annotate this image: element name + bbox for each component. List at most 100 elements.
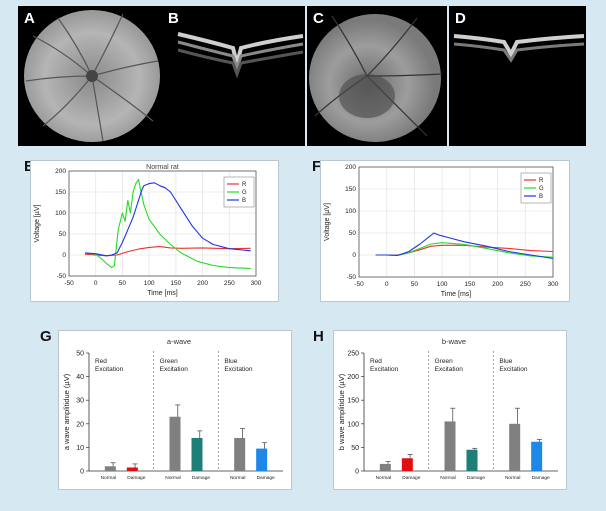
chart-g-group-label-2-line2: Excitation	[224, 366, 253, 373]
chart-h-group-label-2-line2: Excitation	[499, 366, 528, 373]
chart-g-ytick-label-5: 50	[76, 351, 84, 358]
chart-e-legend-label-b: B	[242, 198, 246, 204]
chart-g-container: a-wave 0 10 20 30 40 50 a wave amplitidue (µV) R…	[58, 330, 292, 490]
chart-e-ytick-label-0: -50	[57, 273, 67, 280]
chart-f-legend-label-r: R	[539, 178, 544, 184]
chart-h-bar-0-damage	[401, 458, 413, 471]
chart-g-cat-label-2-0: Normal	[230, 475, 245, 481]
chart-f-xtick-label-7: 300	[548, 281, 559, 288]
chart-g-group-label-1-line2: Excitation	[160, 366, 189, 373]
chart-g-cat-label-0-1: Damage	[127, 475, 145, 481]
chart-f-ylabel: Voltage [µV]	[324, 203, 331, 241]
chart-h-group-label-0-line1: Red	[370, 358, 382, 365]
chart-g-title: a-wave	[167, 337, 191, 346]
panel-label-d: D	[455, 10, 466, 27]
panel-label-c: C	[313, 10, 324, 27]
chart-e: -50 0 50 100 150 200 250 300 -50 0 50 100 150 200 Time…	[34, 164, 262, 297]
panel-label-g: G	[40, 328, 52, 345]
oct-image-b	[163, 6, 305, 146]
chart-h-title: b-wave	[442, 337, 466, 346]
chart-g-group-label-2-line1: Blue	[224, 358, 237, 365]
chart-e-legend-label-r: R	[242, 182, 247, 188]
chart-h-bar-2-normal	[509, 423, 521, 471]
chart-f-plot-frame	[358, 166, 554, 278]
chart-f-series-b-line	[375, 232, 554, 260]
chart-g-cat-label-2-1: Damage	[257, 475, 275, 481]
chart-h-bar-1-damage	[466, 449, 478, 471]
chart-e-xlabel: Time [ms]	[147, 290, 178, 297]
chart-e-xtick-label-0: -50	[64, 280, 74, 287]
panel-label-b: B	[168, 10, 179, 27]
chart-f-ytick-label-4: 150	[345, 186, 356, 193]
chart-e-xtick-label-3: 100	[144, 280, 155, 287]
chart-e-xtick-label-2: 50	[119, 280, 127, 287]
chart-e-xtick-label-5: 200	[197, 280, 208, 287]
chart-g-group-label-0-line2: Excitation	[95, 366, 124, 373]
oct-image-d	[449, 6, 586, 146]
chart-g: a-wave 0 10 20 30 40 50 a wave amplitidue (µV) R…	[62, 337, 283, 481]
chart-f-ytick-label-0: -50	[347, 274, 357, 281]
chart-e-xtick-label-7: 300	[251, 280, 262, 287]
chart-h-ytick-label-0: 0	[355, 469, 359, 476]
chart-g-bar-2-normal	[234, 437, 246, 471]
chart-f-container: -50 0 50 100 150 200 250 300 -50 0 50 100 150 200 Time…	[320, 160, 570, 302]
chart-h-group-label-1-line1: Green	[435, 358, 453, 365]
fundus-image-c	[307, 6, 447, 146]
chart-f-xtick-label-1: 0	[385, 281, 389, 288]
chart-f-ytick-label-3: 100	[345, 208, 356, 215]
chart-e-ytick-label-2: 50	[59, 231, 67, 238]
chart-g-bar-2-damage	[256, 448, 268, 471]
chart-e-ytick-label-3: 100	[55, 210, 66, 217]
chart-g-bar-0-damage	[126, 467, 138, 471]
panel-label-a: A	[24, 10, 35, 27]
chart-f-ytick-label-5: 200	[345, 164, 356, 171]
chart-e-ylabel: Voltage [µV]	[34, 205, 41, 243]
chart-e-legend-label-g: G	[242, 190, 247, 196]
chart-h-cat-label-2-1: Damage	[532, 475, 550, 481]
chart-e-xtick-label-1: 0	[94, 280, 98, 287]
fundus-image-c-graphic	[309, 14, 443, 142]
chart-g-group-label-1-line1: Green	[160, 358, 178, 365]
panel-label-h: H	[313, 328, 324, 345]
chart-f-xtick-label-4: 150	[464, 281, 475, 288]
chart-g-bar-1-damage	[191, 437, 203, 471]
chart-h-cat-label-1-0: Normal	[440, 475, 455, 481]
chart-e-ytick-label-1: 0	[62, 252, 66, 259]
chart-f: -50 0 50 100 150 200 250 300 -50 0 50 100 150 200 Time…	[324, 164, 559, 298]
chart-h-cat-label-1-1: Damage	[467, 475, 485, 481]
oct-image-b-graphic	[177, 32, 304, 79]
oct-image-d-graphic	[453, 34, 585, 63]
chart-f-xlabel: Time [ms]	[441, 291, 472, 298]
chart-g-bar-0-normal	[104, 466, 116, 471]
chart-e-plot-frame	[68, 170, 257, 277]
chart-h-cat-label-0-1: Damage	[402, 475, 420, 481]
chart-f-xtick-label-6: 250	[520, 281, 531, 288]
chart-f-legend-label-b: B	[539, 194, 543, 200]
chart-f-xtick-label-2: 50	[411, 281, 419, 288]
chart-e-series-b-line	[84, 182, 251, 257]
panel-label-f: F	[312, 158, 322, 175]
chart-f-xtick-label-5: 200	[492, 281, 503, 288]
chart-g-bar-1-normal	[169, 416, 181, 471]
chart-h-group-label-0-line2: Excitation	[370, 366, 399, 373]
chart-e-xtick-label-4: 150	[170, 280, 181, 287]
chart-h-ytick-label-3: 150	[347, 398, 359, 405]
chart-h: b-wave 0 50 100 150 200 250 b wave amplitidue (…	[337, 337, 558, 481]
chart-h-ytick-label-1: 50	[351, 445, 359, 452]
chart-h-ytick-label-2: 100	[347, 421, 359, 428]
chart-e-title: Normal rat	[146, 164, 179, 171]
chart-g-ytick-label-4: 40	[76, 374, 84, 381]
chart-h-ytick-label-4: 200	[347, 374, 359, 381]
chart-f-xtick-label-0: -50	[354, 281, 364, 288]
chart-e-ytick-label-4: 150	[55, 189, 66, 196]
chart-g-cat-label-0-0: Normal	[101, 475, 116, 481]
chart-g-group-label-0-line1: Red	[95, 358, 107, 365]
chart-h-cat-label-2-0: Normal	[505, 475, 520, 481]
chart-h-bar-1-normal	[444, 421, 456, 471]
chart-e-series-g-line	[84, 178, 251, 269]
chart-g-ytick-label-2: 20	[76, 421, 84, 428]
chart-h-group-label-1-line2: Excitation	[435, 366, 464, 373]
fundus-image-a	[18, 6, 163, 146]
chart-e-ytick-label-5: 200	[55, 168, 66, 175]
panel-label-e: E	[24, 158, 35, 175]
